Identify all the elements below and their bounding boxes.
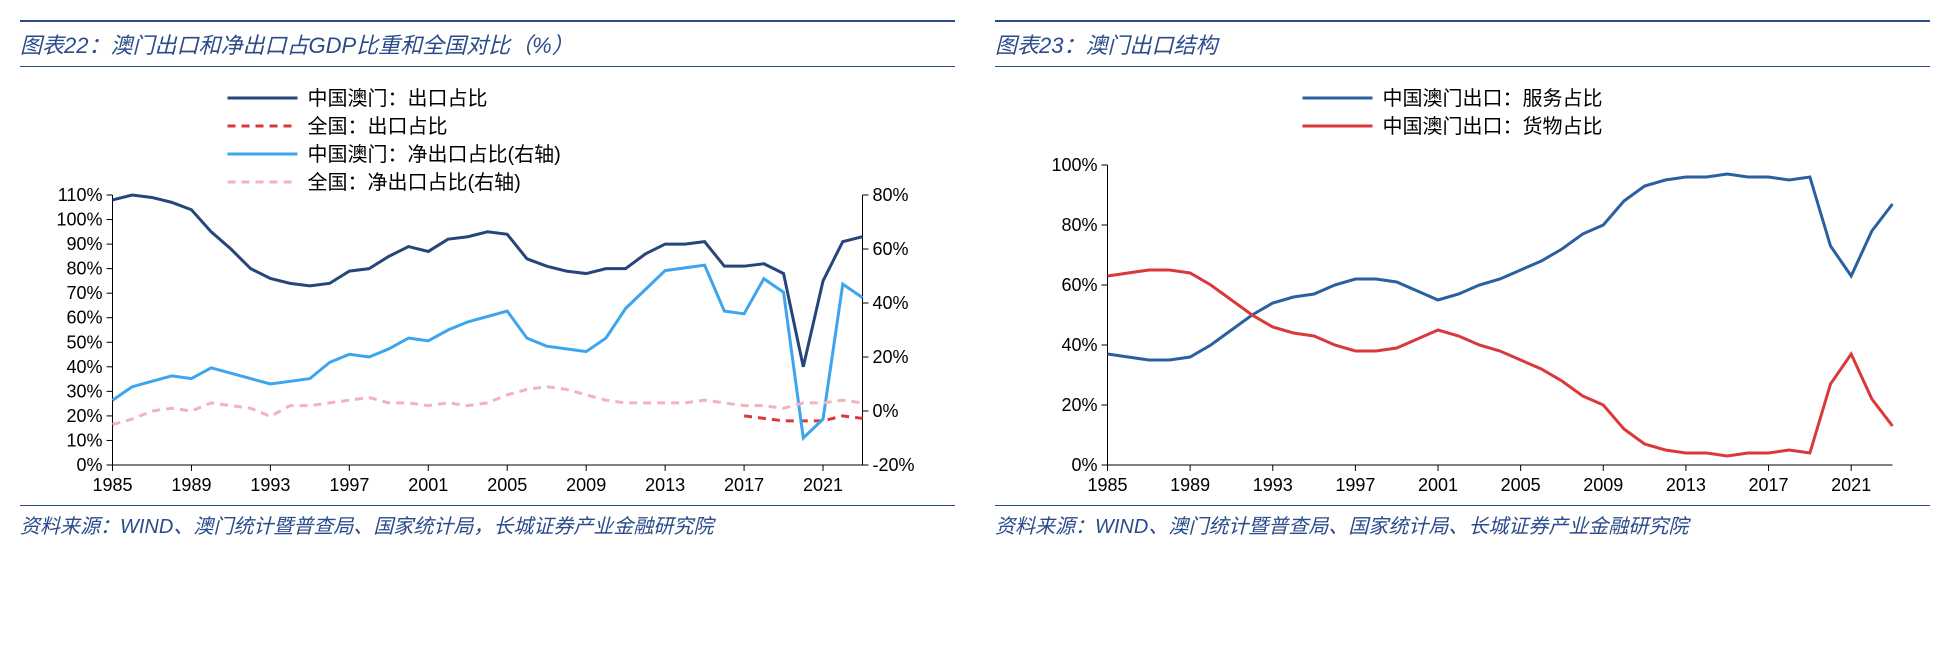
svg-text:2021: 2021 (803, 475, 843, 495)
svg-text:20%: 20% (873, 347, 909, 367)
svg-text:2005: 2005 (1501, 475, 1541, 495)
svg-text:60%: 60% (1061, 275, 1097, 295)
svg-text:60%: 60% (66, 308, 102, 328)
svg-text:30%: 30% (66, 381, 102, 401)
svg-text:2021: 2021 (1831, 475, 1871, 495)
svg-text:中国澳门出口：货物占比: 中国澳门出口：货物占比 (1383, 115, 1603, 138)
chart-23-svg: 0% 20% 40% 60% 80% 100% 1985 1989 1993 1997 2001 20… (995, 75, 1930, 505)
svg-text:20%: 20% (1061, 395, 1097, 415)
svg-text:1993: 1993 (1253, 475, 1293, 495)
svg-text:1985: 1985 (1087, 475, 1127, 495)
svg-text:中国澳门：出口占比: 中国澳门：出口占比 (308, 87, 488, 110)
svg-text:1989: 1989 (171, 475, 211, 495)
svg-text:40%: 40% (66, 357, 102, 377)
chart-22-panel: 图表22：澳门出口和净出口占GDP比重和全国对比（%） 0% 10% 20% 30% 4… (20, 20, 955, 542)
svg-text:2005: 2005 (487, 475, 527, 495)
chart-22-title: 图表22：澳门出口和净出口占GDP比重和全国对比（%） (20, 20, 955, 67)
svg-text:20%: 20% (66, 406, 102, 426)
svg-text:2013: 2013 (1666, 475, 1706, 495)
svg-text:1985: 1985 (92, 475, 132, 495)
svg-text:0%: 0% (1071, 455, 1097, 475)
chart-22-svg: 0% 10% 20% 30% 40% 50% 60% 70% 80% 90% 100% 110% -20… (20, 75, 955, 505)
chart-23-footer: 资料来源：WIND、澳门统计暨普查局、国家统计局、长城证券产业金融研究院 (995, 505, 1930, 542)
svg-text:全国：出口占比: 全国：出口占比 (308, 115, 448, 138)
svg-text:中国澳门出口：服务占比: 中国澳门出口：服务占比 (1383, 87, 1603, 110)
svg-text:-20%: -20% (873, 455, 915, 475)
chart-23-body: 0% 20% 40% 60% 80% 100% 1985 1989 1993 1997 2001 20… (995, 75, 1930, 505)
svg-text:2001: 2001 (408, 475, 448, 495)
svg-text:40%: 40% (1061, 335, 1097, 355)
svg-text:100%: 100% (1051, 155, 1097, 175)
svg-text:1997: 1997 (1335, 475, 1375, 495)
svg-text:0%: 0% (873, 401, 899, 421)
svg-text:中国澳门：净出口占比(右轴): 中国澳门：净出口占比(右轴) (308, 143, 561, 166)
chart-23-title: 图表23：澳门出口结构 (995, 20, 1930, 67)
svg-text:2009: 2009 (566, 475, 606, 495)
svg-text:80%: 80% (1061, 215, 1097, 235)
svg-text:90%: 90% (66, 234, 102, 254)
svg-text:40%: 40% (873, 293, 909, 313)
svg-text:10%: 10% (66, 430, 102, 450)
svg-text:110%: 110% (58, 185, 103, 205)
svg-text:2013: 2013 (645, 475, 685, 495)
svg-text:2001: 2001 (1418, 475, 1458, 495)
chart-22-footer: 资料来源：WIND、澳门统计暨普查局、国家统计局，长城证券产业金融研究院 (20, 505, 955, 542)
svg-text:70%: 70% (66, 283, 102, 303)
svg-text:2009: 2009 (1583, 475, 1623, 495)
svg-text:全国：净出口占比(右轴): 全国：净出口占比(右轴) (308, 171, 521, 194)
svg-text:1993: 1993 (250, 475, 290, 495)
svg-text:50%: 50% (66, 332, 102, 352)
svg-text:0%: 0% (76, 455, 102, 475)
svg-text:2017: 2017 (724, 475, 764, 495)
svg-text:1989: 1989 (1170, 475, 1210, 495)
svg-text:2017: 2017 (1749, 475, 1789, 495)
svg-text:80%: 80% (66, 259, 102, 279)
chart-22-body: 0% 10% 20% 30% 40% 50% 60% 70% 80% 90% 100% 110% -20… (20, 75, 955, 505)
svg-text:60%: 60% (873, 239, 909, 259)
svg-text:100%: 100% (56, 210, 102, 230)
chart-23-panel: 图表23：澳门出口结构 0% 20% 40% 60% 80% 100% 1985 1989 19… (995, 20, 1930, 542)
svg-text:80%: 80% (873, 185, 909, 205)
svg-text:1997: 1997 (329, 475, 369, 495)
